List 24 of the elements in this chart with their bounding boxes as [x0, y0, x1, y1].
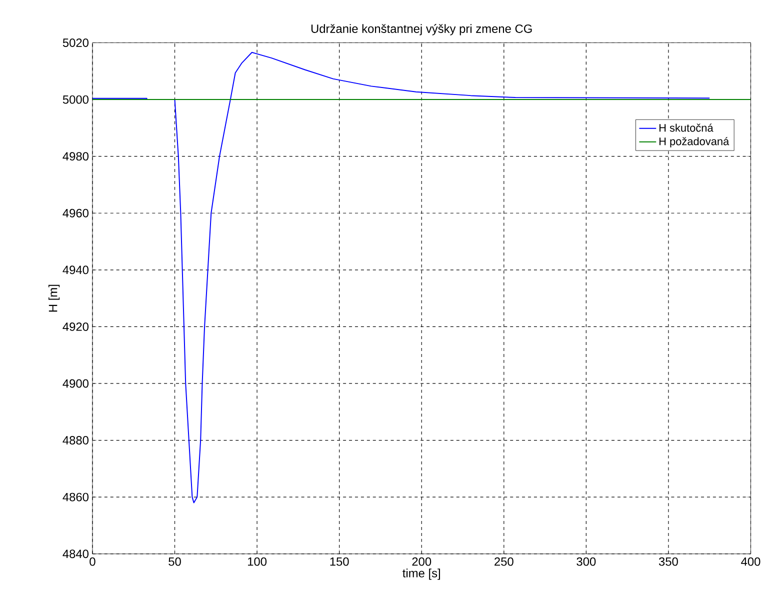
y-tick-label: 4900: [62, 379, 89, 388]
y-axis-title: H [m]: [48, 285, 60, 312]
y-tick-label: 4860: [62, 493, 89, 502]
x-tick-label: 200: [412, 558, 432, 566]
legend-label: H skutočná: [660, 124, 714, 132]
y-tick-label: 5020: [62, 38, 89, 48]
legend-label: H požadovaná: [660, 137, 730, 148]
x-tick-label: 250: [494, 558, 514, 566]
y-tick-label: 4980: [62, 152, 89, 161]
y-tick-label: 4880: [62, 436, 89, 445]
x-tick-label: 350: [658, 558, 678, 566]
chart-title: Udržanie konštantnej výšky pri zmene CG: [311, 24, 532, 36]
x-tick-label: 400: [741, 558, 760, 566]
y-tick-label: 5000: [62, 96, 89, 104]
x-tick-label: 0: [90, 558, 96, 566]
y-tick-label: 4960: [62, 209, 89, 218]
x-axis-title: time [s]: [402, 568, 440, 580]
x-tick-label: 100: [248, 558, 267, 566]
y-tick-label: 4920: [62, 322, 89, 332]
x-tick-label: 150: [330, 558, 349, 566]
x-tick-label: 300: [576, 558, 596, 566]
y-tick-label: 4840: [62, 550, 89, 558]
y-tick-label: 4940: [62, 266, 89, 274]
x-tick-label: 50: [168, 558, 181, 566]
